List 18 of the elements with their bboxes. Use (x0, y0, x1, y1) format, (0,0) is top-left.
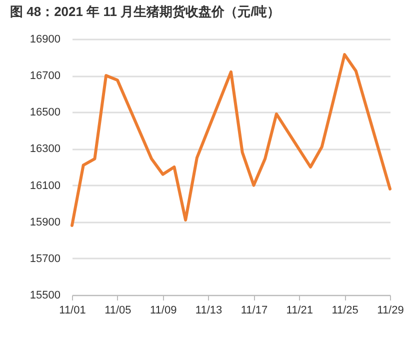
y-tick-label: 16100 (30, 180, 60, 192)
x-tick-label: 11/25 (332, 304, 358, 316)
y-tick-label: 16900 (30, 34, 60, 46)
x-tick-label: 11/29 (377, 304, 404, 316)
x-tick-label: 11/05 (104, 304, 132, 316)
y-tick-label: 16300 (30, 143, 60, 156)
x-tick-label: 11/13 (195, 304, 222, 316)
line-series (70, 53, 392, 228)
x-tick-label: 11/09 (150, 304, 177, 316)
x-tick-label: 11/17 (240, 304, 268, 316)
y-tick-label: 15900 (30, 216, 60, 228)
x-tick-label: 11/21 (286, 304, 313, 316)
y-tick-label: 16500 (30, 106, 60, 119)
y-tick-label: 15500 (30, 290, 60, 302)
y-tick-label: 16700 (30, 70, 60, 82)
chart-title: 图 48：2021 年 11 月生猪期货收盘价（元/吨） (10, 4, 280, 19)
x-tick-label: 11/01 (59, 304, 86, 316)
y-tick-label: 15700 (30, 252, 60, 265)
